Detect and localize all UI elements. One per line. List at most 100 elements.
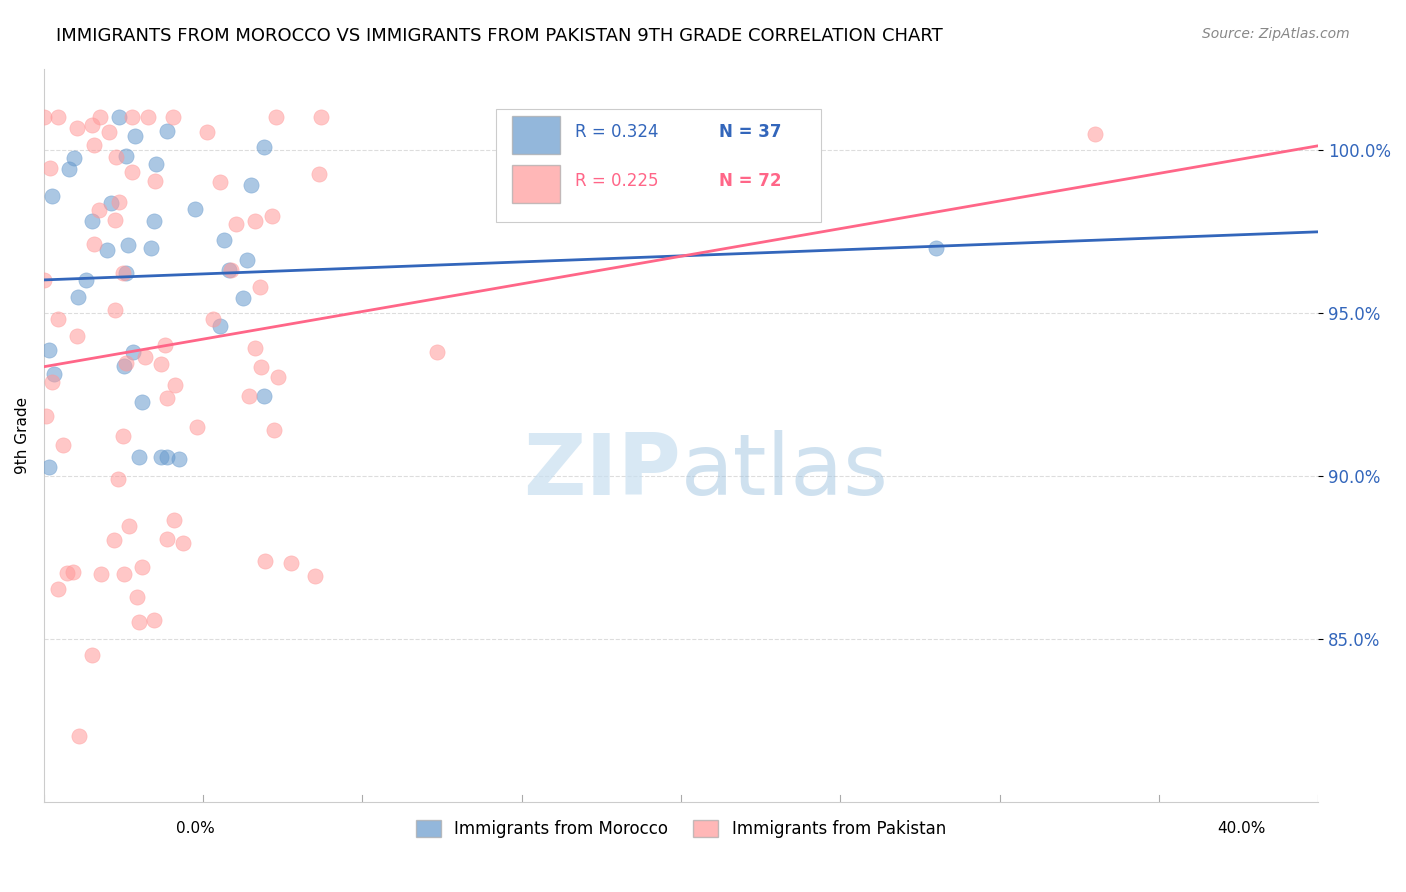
Point xyxy=(100,196,122,211)
Point xyxy=(80,648,103,662)
Point xyxy=(87,203,110,218)
Point xyxy=(136,111,159,125)
Point xyxy=(67,730,90,744)
Point xyxy=(172,535,194,549)
Point xyxy=(83,237,105,252)
Point xyxy=(46,582,69,597)
Point xyxy=(121,164,143,178)
Point xyxy=(55,566,77,581)
Point xyxy=(46,312,69,326)
Point xyxy=(111,266,134,280)
Point xyxy=(38,343,60,358)
Point xyxy=(267,370,290,384)
Point xyxy=(139,241,162,255)
Text: Source: ZipAtlas.com: Source: ZipAtlas.com xyxy=(1202,27,1350,41)
Text: R = 0.324: R = 0.324 xyxy=(575,123,659,141)
Point xyxy=(134,351,156,365)
Point xyxy=(153,338,176,352)
FancyBboxPatch shape xyxy=(496,109,821,222)
Point xyxy=(67,290,90,304)
Point xyxy=(38,459,60,474)
Text: 0.0%: 0.0% xyxy=(176,821,215,836)
Point xyxy=(232,291,254,305)
Point xyxy=(112,359,135,373)
Text: R = 0.225: R = 0.225 xyxy=(575,171,659,190)
Text: N = 72: N = 72 xyxy=(720,171,782,190)
Point xyxy=(167,452,190,467)
Point xyxy=(308,168,330,182)
Point xyxy=(58,161,80,176)
Point xyxy=(254,554,277,568)
Point xyxy=(96,243,118,257)
Point xyxy=(131,560,153,574)
Point xyxy=(115,266,138,280)
Point xyxy=(125,591,148,605)
Point xyxy=(202,312,225,326)
Point xyxy=(35,409,58,424)
Point xyxy=(156,450,179,465)
Point xyxy=(32,111,55,125)
Point xyxy=(263,423,285,437)
Point xyxy=(249,280,271,294)
Point xyxy=(103,533,125,547)
Point xyxy=(118,518,141,533)
Point xyxy=(108,195,131,210)
Point xyxy=(104,150,127,164)
Point xyxy=(122,345,145,359)
Point xyxy=(925,241,948,255)
Point xyxy=(128,450,150,464)
Point xyxy=(90,566,112,581)
Point xyxy=(104,302,127,317)
Point xyxy=(117,238,139,252)
Point xyxy=(280,556,302,570)
Point xyxy=(156,533,179,547)
Point xyxy=(149,450,172,465)
Point xyxy=(253,389,276,403)
Point xyxy=(83,137,105,152)
Point xyxy=(304,569,326,583)
Point xyxy=(112,566,135,581)
Point xyxy=(145,174,167,188)
Point xyxy=(426,345,449,359)
Point xyxy=(39,161,62,175)
Point xyxy=(162,111,184,125)
Y-axis label: 9th Grade: 9th Grade xyxy=(15,396,30,474)
Legend: Immigrants from Morocco, Immigrants from Pakistan: Immigrants from Morocco, Immigrants from… xyxy=(409,813,953,845)
Point xyxy=(89,111,111,125)
Point xyxy=(208,318,231,333)
Point xyxy=(163,377,186,392)
Point xyxy=(82,118,104,132)
Point xyxy=(264,111,287,125)
Text: ZIP: ZIP xyxy=(523,430,681,513)
Point xyxy=(195,125,218,139)
Point xyxy=(219,262,242,277)
Point xyxy=(238,388,260,402)
Point xyxy=(107,472,129,486)
Point xyxy=(124,129,146,144)
Point xyxy=(62,565,84,579)
Point xyxy=(107,111,129,125)
Point xyxy=(82,213,104,227)
Point xyxy=(239,178,262,192)
Point xyxy=(1084,127,1107,141)
Point xyxy=(121,111,143,125)
Point xyxy=(143,613,166,627)
Point xyxy=(66,120,89,135)
Point xyxy=(245,214,267,228)
Text: atlas: atlas xyxy=(681,430,889,513)
Point xyxy=(111,429,134,443)
Point xyxy=(156,124,179,138)
Point xyxy=(131,395,153,409)
Point xyxy=(98,125,121,139)
Point xyxy=(44,367,66,381)
FancyBboxPatch shape xyxy=(512,164,560,202)
Point xyxy=(46,111,69,125)
Text: N = 37: N = 37 xyxy=(720,123,782,141)
Point xyxy=(208,175,231,189)
Point xyxy=(150,357,173,371)
Point xyxy=(52,438,75,452)
Point xyxy=(225,217,247,231)
FancyBboxPatch shape xyxy=(512,116,560,154)
Point xyxy=(218,263,240,277)
Point xyxy=(41,189,63,203)
